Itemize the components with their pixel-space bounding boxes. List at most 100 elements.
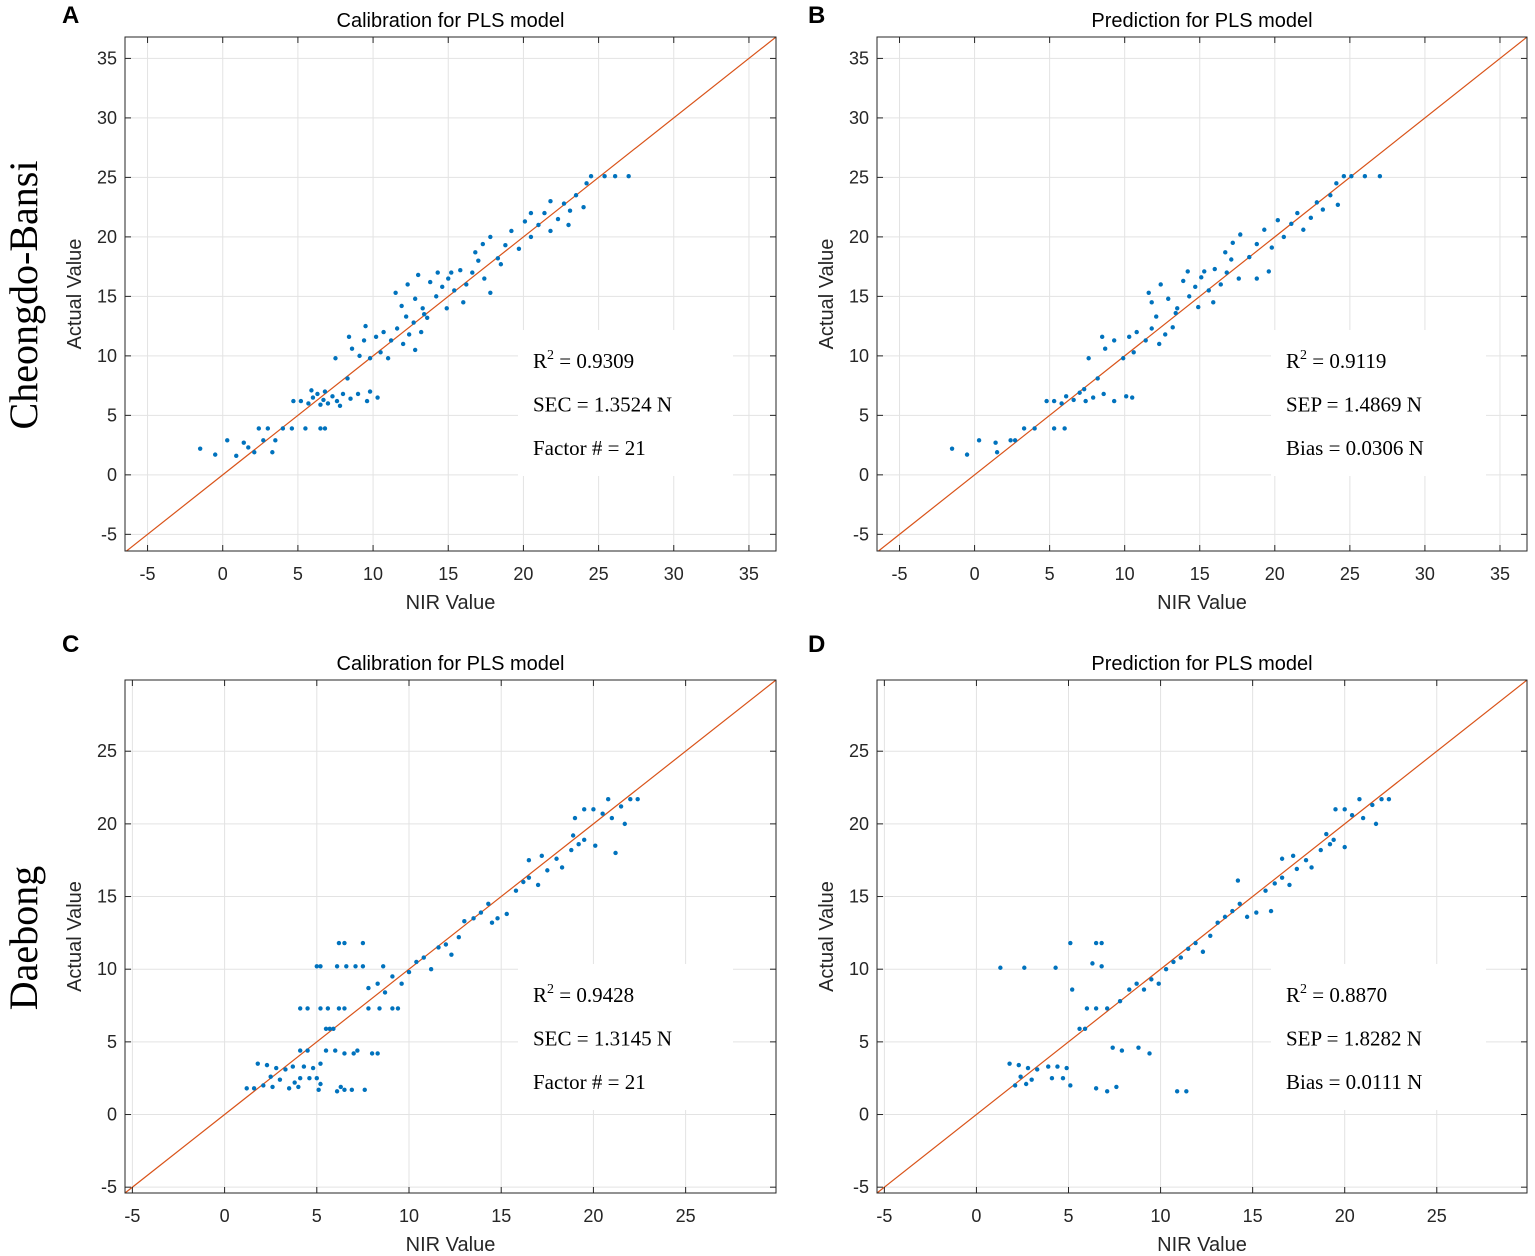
y-tick-label: 20 bbox=[849, 814, 869, 834]
data-point bbox=[1193, 940, 1198, 946]
data-point bbox=[1090, 395, 1096, 400]
data-point bbox=[390, 1006, 395, 1011]
x-axis-label: NIR Value bbox=[406, 1234, 496, 1256]
data-point bbox=[588, 174, 594, 179]
data-point bbox=[1102, 346, 1108, 351]
data-point bbox=[1196, 304, 1201, 310]
data-point bbox=[480, 241, 486, 247]
y-tick-label: 20 bbox=[849, 227, 869, 247]
x-tick-label: -5 bbox=[140, 564, 156, 584]
data-point bbox=[405, 282, 410, 287]
data-point bbox=[349, 1087, 355, 1093]
stat-key: SEC bbox=[533, 393, 572, 417]
data-point bbox=[1059, 401, 1064, 406]
data-point bbox=[1193, 284, 1198, 290]
data-point bbox=[522, 219, 528, 224]
data-point bbox=[1373, 821, 1379, 827]
data-point bbox=[314, 1075, 319, 1081]
data-point bbox=[584, 181, 589, 186]
data-point bbox=[1101, 391, 1106, 397]
data-point bbox=[1129, 395, 1135, 400]
data-point bbox=[1335, 202, 1341, 207]
data-point bbox=[375, 1051, 380, 1056]
y-tick-label: 5 bbox=[859, 1032, 869, 1052]
data-point bbox=[1295, 210, 1300, 216]
data-point bbox=[1012, 438, 1018, 443]
data-point bbox=[305, 1048, 310, 1053]
x-tick-label: 0 bbox=[218, 564, 228, 584]
data-point bbox=[994, 450, 1000, 455]
data-point bbox=[1235, 878, 1241, 883]
panel-a: -5 0 5 10 15 20 25 30 35 -5 0 5 10 15 20 25 30 35 Calibrat… bbox=[62, 2, 777, 614]
data-point bbox=[1290, 853, 1296, 859]
data-point bbox=[345, 376, 350, 381]
data-point bbox=[1021, 426, 1027, 431]
data-point bbox=[421, 312, 427, 317]
data-point bbox=[351, 1051, 356, 1056]
data-point bbox=[306, 401, 311, 406]
panel-letter: A bbox=[62, 2, 79, 29]
data-point bbox=[1149, 326, 1154, 331]
data-point bbox=[548, 198, 553, 204]
data-point bbox=[1360, 815, 1366, 821]
data-point bbox=[1181, 278, 1186, 284]
data-point bbox=[1119, 1048, 1125, 1053]
data-point bbox=[478, 910, 484, 915]
x-axis-label: NIR Value bbox=[1157, 1234, 1247, 1256]
data-point bbox=[1083, 398, 1088, 404]
data-point bbox=[399, 303, 404, 309]
y-tick-label: 5 bbox=[107, 1032, 117, 1052]
x-tick-label: 15 bbox=[1243, 1206, 1263, 1226]
data-point bbox=[334, 1089, 340, 1094]
data-point bbox=[318, 402, 323, 407]
data-point bbox=[307, 1075, 312, 1081]
data-point bbox=[322, 426, 328, 431]
data-point bbox=[1230, 240, 1235, 246]
data-point bbox=[1093, 1086, 1099, 1091]
axes-frame bbox=[876, 36, 1528, 552]
data-point bbox=[418, 329, 424, 335]
data-point bbox=[303, 426, 308, 431]
x-tick-label: 15 bbox=[491, 1206, 511, 1226]
stat-key: Bias bbox=[1286, 1070, 1323, 1094]
data-point bbox=[504, 911, 509, 917]
data-point bbox=[292, 1080, 297, 1085]
data-point bbox=[375, 981, 380, 986]
data-point bbox=[1084, 1006, 1090, 1011]
data-point bbox=[1362, 174, 1368, 179]
data-point bbox=[1068, 1083, 1073, 1088]
data-point bbox=[1268, 908, 1274, 914]
data-point bbox=[555, 216, 561, 222]
data-point bbox=[318, 1061, 323, 1066]
data-point bbox=[1022, 965, 1027, 970]
data-point bbox=[476, 258, 481, 263]
stat-key: Factor # bbox=[533, 436, 603, 460]
data-point bbox=[382, 990, 388, 995]
stat-value: = 0.9119 bbox=[1307, 349, 1386, 373]
data-point bbox=[1044, 398, 1049, 404]
data-point bbox=[1318, 847, 1323, 853]
data-point bbox=[296, 1084, 301, 1090]
y-tick-label: 10 bbox=[97, 959, 117, 979]
data-point bbox=[566, 222, 571, 228]
data-point bbox=[1170, 325, 1175, 330]
data-point bbox=[1222, 914, 1228, 920]
x-tick-label: 30 bbox=[1415, 564, 1435, 584]
x-tick-label: 10 bbox=[399, 1206, 419, 1226]
data-point bbox=[318, 1081, 323, 1087]
data-point bbox=[1175, 306, 1180, 311]
data-point bbox=[993, 440, 998, 445]
panel-letter: B bbox=[808, 2, 825, 29]
x-tick-label: 20 bbox=[583, 1206, 603, 1226]
y-tick-label: 15 bbox=[97, 887, 117, 907]
data-point bbox=[600, 811, 605, 816]
data-point bbox=[1134, 329, 1139, 335]
data-point bbox=[1034, 1067, 1040, 1072]
data-point bbox=[270, 450, 275, 455]
chart-title: Calibration for PLS model bbox=[337, 653, 565, 675]
data-point bbox=[1229, 257, 1234, 262]
data-point bbox=[333, 1048, 338, 1053]
x-tick-label: 0 bbox=[970, 564, 980, 584]
data-point bbox=[366, 1006, 371, 1011]
y-tick-label: 25 bbox=[97, 167, 117, 187]
